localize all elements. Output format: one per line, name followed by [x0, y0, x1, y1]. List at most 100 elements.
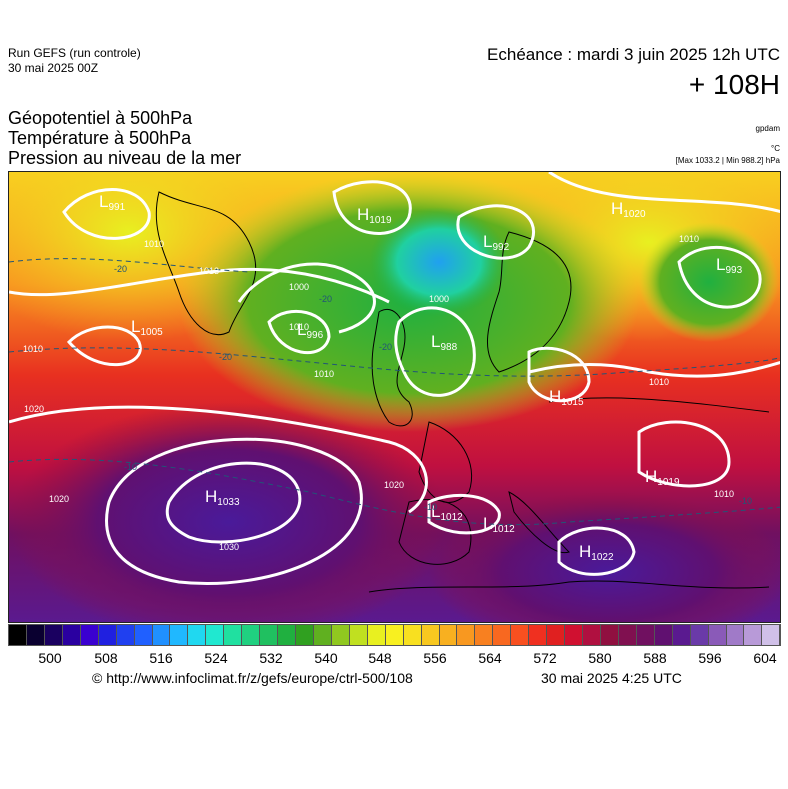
colorbar-swatch — [170, 625, 189, 645]
colorbar-swatch — [511, 625, 530, 645]
colorbar-swatch — [80, 625, 99, 645]
isotherm-label: -20 — [219, 352, 232, 362]
isobar-label: 1010 — [23, 344, 43, 354]
colorbar-tick-label: 588 — [643, 650, 667, 666]
isotherms — [9, 258, 780, 526]
colorbar-swatch — [403, 625, 422, 645]
colorbar-swatch — [493, 625, 512, 645]
colorbar-tick-label: 604 — [753, 650, 777, 666]
colorbar-swatch — [654, 625, 673, 645]
colorbar-swatch — [762, 625, 781, 645]
isobar-1010-north — [9, 267, 390, 304]
colorbar-swatch — [116, 625, 135, 645]
source-url[interactable]: © http://www.infoclimat.fr/z/gefs/europe… — [92, 670, 413, 686]
run-label: Run GEFS (run controle) — [8, 46, 141, 60]
north-africa-coast — [368, 580, 770, 593]
isobar-label: 1020 — [49, 494, 69, 504]
isobar-l1012 — [427, 493, 501, 535]
isotherm-label: -10 — [424, 502, 437, 512]
isobar-label: 1000 — [429, 294, 449, 304]
isobar-label: 1013 — [199, 266, 219, 276]
isobar-label: 1020 — [384, 480, 404, 490]
isobar-l988 — [394, 306, 476, 397]
isobar-label: 1030 — [219, 542, 239, 552]
isobar-l1005 — [66, 325, 142, 366]
colorbar-tick-label: 524 — [204, 650, 228, 666]
isobar-value-labels: 1010 1013 1000 1010 1010 1000 1010 1010 1020 1020… — [23, 234, 734, 552]
colorbar-swatch — [98, 625, 117, 645]
colorbar-swatch — [188, 625, 207, 645]
isobar-l991 — [62, 188, 151, 240]
colorbar-swatch — [672, 625, 691, 645]
green-zone-east — [639, 222, 779, 342]
isotherm-minus20 — [9, 347, 780, 377]
isotherm-minus20-north — [9, 258, 250, 273]
isobar-1020-west — [9, 405, 428, 514]
colorbar-tick-label: 572 — [533, 650, 557, 666]
colorbar-tick-label: 564 — [478, 650, 502, 666]
colorbar-tick-label: 516 — [149, 650, 173, 666]
isobar-1010-east — [528, 361, 780, 378]
isotherm-minus10 — [9, 458, 780, 526]
isobar-1020-north — [548, 172, 780, 214]
forecast-lead-time: + 108H — [688, 69, 780, 100]
colorbar-swatch — [583, 625, 601, 645]
colorbar-tick-label: 500 — [38, 650, 62, 666]
colorbar-swatch — [529, 625, 548, 645]
colorbar-swatch — [421, 625, 440, 645]
isobar-label: 1010 — [144, 239, 164, 249]
generation-date: 30 mai 2025 4:25 UTC — [541, 670, 682, 686]
run-date: 30 mai 2025 00Z — [8, 61, 99, 75]
uk-coast — [371, 309, 413, 427]
isobar-l996 — [267, 309, 331, 354]
colorbar-tick-label: 532 — [259, 650, 283, 666]
colorbar-swatch — [708, 625, 727, 645]
isobar-1000 — [237, 262, 376, 334]
isotherm-label: -20 — [379, 342, 392, 352]
isobar-h1015 — [527, 346, 591, 403]
greenland-coast — [155, 191, 257, 336]
colorbar-tick-label: 540 — [314, 650, 338, 666]
colorbar-swatch — [62, 625, 81, 645]
colorbar-swatch — [547, 625, 566, 645]
colorbar-swatch — [475, 625, 494, 645]
colorbar-swatch — [367, 625, 386, 645]
colorbar-swatch — [224, 625, 243, 645]
warm-core-atlantic — [9, 402, 449, 622]
color-scale-bar — [8, 624, 781, 646]
colorbar-swatch — [313, 625, 332, 645]
colorbar-tick-label: 596 — [698, 650, 722, 666]
colorbar-swatch — [744, 625, 763, 645]
scandinavia-coast — [486, 231, 572, 373]
italy-coast — [508, 491, 570, 554]
colorbar-swatch — [726, 625, 745, 645]
colorbar-tick-label: 508 — [94, 650, 118, 666]
isobar-h1022 — [557, 526, 636, 576]
colorbar-swatch — [206, 625, 225, 645]
isobar-h1019 — [332, 180, 412, 235]
colorbar-swatch — [26, 625, 45, 645]
forecast-valid-time: Echéance : mardi 3 juin 2025 12h UTC — [487, 45, 780, 64]
isobars — [9, 172, 780, 585]
isobar-1030 — [105, 437, 363, 585]
isobar-label: 1010 — [314, 369, 334, 379]
unit-gpdam: gpdam — [755, 124, 780, 133]
cold-core — [369, 207, 509, 317]
colorbar-swatch — [349, 625, 368, 645]
unit-celsius: °C — [771, 144, 780, 153]
isobar-label: 1010 — [649, 377, 669, 387]
colorbar-swatch — [260, 625, 279, 645]
title-mslp: Pression au niveau de la mer — [8, 148, 242, 168]
colorbar-swatch — [44, 625, 63, 645]
isotherm-label: -20 — [114, 264, 127, 274]
title-geopotential: Géopotentiel à 500hPa — [8, 108, 193, 128]
weather-map: L991 H1019 L992 H1020 L993 L1005 L996 L988 H1015… — [8, 171, 781, 623]
isobar-label: 1000 — [289, 282, 309, 292]
isobar-h1019-east — [637, 420, 731, 488]
title-temperature: Température à 500hPa — [8, 128, 192, 148]
colorbar-swatch — [439, 625, 458, 645]
colorbar-swatch — [331, 625, 350, 645]
colorbar-swatch — [134, 625, 153, 645]
isotherm-label: -10 — [124, 462, 137, 472]
